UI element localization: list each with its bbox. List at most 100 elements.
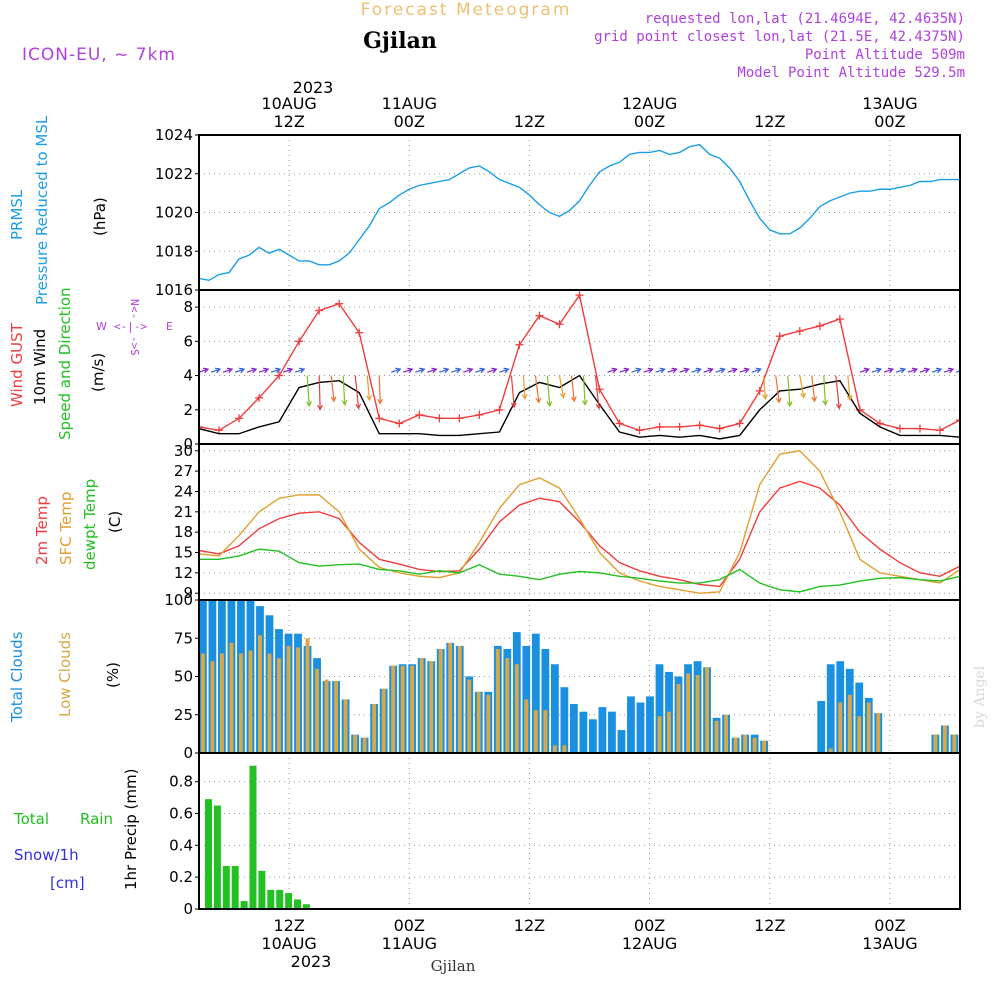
wind-arrow-shaft: [787, 375, 791, 406]
series-sfc-temp: [199, 450, 960, 594]
bottom-day-label: 11AUG: [382, 934, 437, 953]
wind-arrow-icon: [871, 367, 883, 374]
bottom-hour-label: 00Z: [634, 916, 665, 935]
wind-arrow-icon: [377, 375, 384, 405]
top-hour-label: 12Z: [273, 112, 304, 131]
low-cloud-bar: [876, 713, 881, 753]
wind-arrow-shaft: [546, 375, 551, 406]
wind-arrow-icon: [427, 367, 438, 374]
total-rain-label: Total: [13, 810, 49, 828]
pressure-unit: (hPa): [91, 197, 109, 236]
wind-arrow-icon: [210, 367, 222, 374]
gust-marker: [735, 419, 744, 428]
y-tick-label: 100: [164, 591, 193, 609]
wind-arrow-head: [214, 367, 222, 374]
low-cloud-bar: [533, 710, 538, 753]
total-cloud-bar: [617, 730, 626, 753]
wind-arrow-shaft: [679, 368, 689, 373]
wind-arrow-head: [935, 367, 943, 374]
total-cloud-bar: [655, 664, 664, 753]
rain-bar: [240, 901, 248, 909]
sfc-temp-label: SFC Temp: [57, 492, 75, 565]
grid-point-coords: grid point closest lon,lat (21.5E, 42.43…: [594, 29, 965, 45]
svg-text:<-|->: <-|->: [114, 320, 147, 333]
low-cloud-bar: [667, 711, 671, 753]
wind-arrow-shaft: [847, 375, 851, 401]
gust-marker: [635, 426, 644, 435]
rain-bar: [276, 889, 284, 909]
wind-arrow-shaft: [594, 375, 600, 409]
total-cloud-bar: [560, 687, 569, 753]
wind-arrow-icon: [931, 367, 943, 374]
low-cloud-bar: [239, 653, 243, 753]
wind-arrow-head: [510, 402, 517, 409]
wind-arrow-icon: [619, 367, 630, 374]
low-cloud-bar: [400, 665, 405, 753]
wind-arrow-shaft: [739, 368, 749, 373]
gust-marker: [375, 414, 384, 423]
low-cloud-bar: [419, 658, 424, 753]
wind-arrow-shaft: [427, 368, 437, 373]
y-tick-label: 15: [174, 544, 193, 562]
gust-marker: [815, 321, 824, 330]
wind-arrow-icon: [330, 375, 337, 403]
gust-marker: [295, 337, 304, 346]
wind-arrow-head: [366, 395, 372, 402]
low-cloud-bar: [828, 748, 833, 753]
wind-arrow-icon: [510, 375, 517, 409]
gust-marker: [775, 332, 784, 341]
panel-frame: [198, 752, 961, 910]
rain-bar: [267, 889, 275, 909]
wind-arrow-icon: [581, 375, 588, 407]
temp2m-label: 2m Temp: [33, 496, 51, 565]
y-tick-label: 1024: [155, 126, 193, 144]
top-hour-label: 00Z: [394, 112, 425, 131]
wind-arrow-shaft: [667, 368, 677, 373]
y-tick-label: 0: [183, 744, 193, 762]
wind-arrow-shaft: [895, 368, 906, 373]
y-tick-label: 50: [174, 668, 193, 686]
wind-arrow-icon: [570, 375, 577, 403]
wind-arrow-head: [811, 396, 818, 403]
wind-arrow-shaft: [763, 375, 766, 399]
requested-coords: requested lon,lat (21.4694E, 42.4635N): [645, 11, 965, 27]
svg-text:<-: <-: [128, 306, 141, 319]
gust-marker: [935, 426, 944, 435]
wind-arrow-icon: [775, 375, 782, 404]
low-cloud-bar: [334, 681, 339, 753]
low-cloud-bar: [267, 653, 272, 753]
y-tick-label: 9: [183, 584, 193, 602]
total-clouds-label: Total Clouds: [8, 631, 26, 723]
wind-arrow-icon: [246, 367, 258, 374]
gust-marker: [915, 424, 924, 433]
y-tick-label: 30: [174, 442, 193, 460]
wind-arrow-head: [695, 367, 702, 374]
low-cloud-bar: [847, 694, 852, 753]
wind-arrow-shaft: [522, 375, 526, 399]
wind-arrow-head: [355, 403, 362, 410]
low-cloud-bar: [676, 684, 681, 753]
wind-arrow-head: [595, 403, 602, 410]
wind-arrow-shaft: [582, 375, 586, 405]
wind-arrow-head: [923, 367, 931, 374]
wind-arrow-head: [431, 367, 438, 374]
wind-arrow-shaft: [210, 368, 221, 373]
wind-arrow-head: [202, 367, 210, 374]
wind-speed-dir-label: Speed and Direction: [56, 287, 74, 440]
plot-area: [199, 600, 959, 753]
y-tick-label: 0.2: [169, 868, 193, 886]
low-cloud-bar: [353, 734, 358, 753]
rain-bar: [222, 866, 230, 909]
y-tick-label: 21: [174, 503, 193, 521]
low-cloud-bar: [448, 642, 453, 753]
plot-area: [199, 143, 960, 282]
total-cloud-bar: [627, 696, 635, 753]
wind-arrow-shaft: [943, 368, 954, 373]
wind-arrow-shaft: [451, 368, 461, 373]
wind-arrow-icon: [475, 367, 486, 374]
wind-arrow-icon: [715, 367, 726, 374]
wind-arrow-shaft: [199, 368, 209, 373]
low-cloud-bar: [505, 658, 510, 753]
total-cloud-bar: [608, 711, 616, 753]
